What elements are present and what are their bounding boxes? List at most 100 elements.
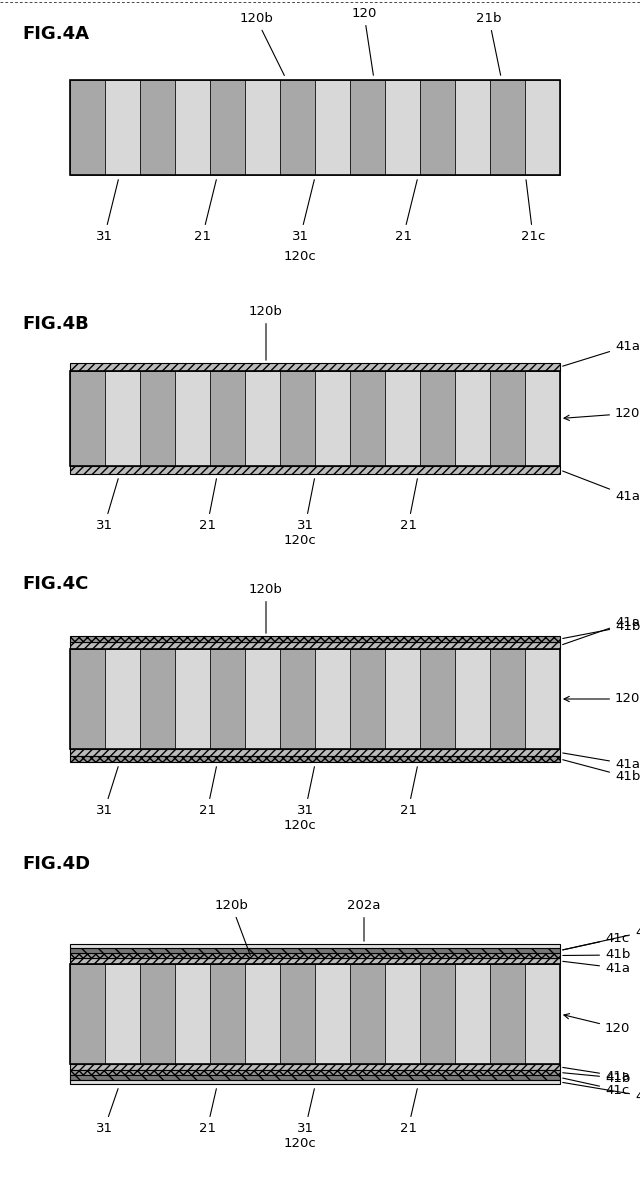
Bar — [70, 649, 560, 749]
Bar — [70, 371, 105, 466]
Bar — [175, 649, 210, 749]
Text: 120b: 120b — [215, 899, 250, 955]
Bar — [315, 371, 350, 466]
Bar — [315, 964, 350, 1064]
Bar — [70, 642, 560, 649]
Bar — [70, 964, 105, 1064]
Bar — [455, 964, 490, 1064]
Text: 21b: 21b — [476, 12, 502, 76]
Bar — [70, 749, 560, 757]
Bar — [385, 371, 420, 466]
Text: 120: 120 — [564, 1014, 630, 1035]
Bar — [140, 81, 175, 175]
Bar — [455, 371, 490, 466]
Bar — [70, 81, 560, 175]
Bar — [350, 371, 385, 466]
Text: 41a: 41a — [563, 961, 630, 974]
Text: 42: 42 — [563, 1082, 640, 1102]
Text: 41a: 41a — [563, 471, 640, 502]
Text: 21c: 21c — [521, 180, 545, 243]
Bar — [70, 363, 560, 371]
Bar — [70, 1075, 560, 1080]
Bar — [280, 964, 315, 1064]
Bar — [455, 81, 490, 175]
Bar — [70, 1080, 560, 1085]
Bar — [420, 964, 455, 1064]
Text: 120b: 120b — [239, 12, 284, 76]
Text: 31: 31 — [292, 180, 314, 243]
Bar — [105, 964, 140, 1064]
Bar — [490, 649, 525, 749]
Text: FIG.4C: FIG.4C — [22, 575, 88, 593]
Bar — [385, 81, 420, 175]
Text: 31: 31 — [297, 1089, 314, 1135]
Bar — [315, 81, 350, 175]
Text: FIG.4A: FIG.4A — [22, 25, 89, 43]
Bar — [245, 81, 280, 175]
Bar — [420, 81, 455, 175]
Bar — [385, 649, 420, 749]
Text: 120c: 120c — [284, 534, 317, 547]
Bar — [140, 649, 175, 749]
Text: 41a: 41a — [563, 616, 640, 644]
Text: 120b: 120b — [249, 305, 283, 360]
Text: 21: 21 — [399, 1089, 417, 1135]
Bar — [350, 81, 385, 175]
Text: 120c: 120c — [284, 1137, 317, 1150]
Text: 120c: 120c — [284, 250, 317, 263]
Text: 41b: 41b — [563, 1072, 630, 1085]
Text: 202a: 202a — [348, 899, 381, 941]
Text: FIG.4D: FIG.4D — [22, 855, 90, 873]
Text: 41a: 41a — [563, 340, 640, 366]
Bar — [70, 649, 105, 749]
Bar — [210, 81, 245, 175]
Bar — [70, 948, 560, 953]
Bar — [140, 371, 175, 466]
Bar — [70, 371, 560, 466]
Bar — [70, 636, 560, 642]
Text: 41b: 41b — [563, 760, 640, 784]
Bar — [350, 964, 385, 1064]
Bar — [140, 964, 175, 1064]
Text: 41c: 41c — [563, 932, 629, 950]
Bar — [70, 466, 560, 474]
Text: 120b: 120b — [249, 583, 283, 633]
Text: 41: 41 — [563, 926, 640, 950]
Bar — [525, 81, 560, 175]
Bar — [350, 649, 385, 749]
Text: 41b: 41b — [563, 619, 640, 638]
Text: 41b: 41b — [563, 948, 630, 961]
Text: 41a: 41a — [563, 1068, 630, 1082]
Text: 21: 21 — [198, 478, 216, 532]
Bar — [70, 1070, 560, 1075]
Bar — [70, 958, 560, 964]
Bar — [245, 649, 280, 749]
Bar — [175, 964, 210, 1064]
Text: 120: 120 — [564, 407, 640, 420]
Text: 21: 21 — [198, 767, 216, 817]
Bar — [105, 649, 140, 749]
Text: 31: 31 — [96, 180, 118, 243]
Bar — [70, 944, 560, 948]
Bar — [70, 964, 560, 1064]
Bar — [280, 371, 315, 466]
Bar — [175, 371, 210, 466]
Bar — [70, 953, 560, 958]
Bar — [175, 81, 210, 175]
Bar — [70, 81, 105, 175]
Text: 21: 21 — [194, 180, 216, 243]
Bar — [280, 81, 315, 175]
Text: 21: 21 — [399, 767, 417, 817]
Bar — [490, 81, 525, 175]
Text: 31: 31 — [297, 478, 314, 532]
Text: 120: 120 — [564, 693, 640, 706]
Bar — [245, 964, 280, 1064]
Text: 21: 21 — [399, 478, 417, 532]
Text: FIG.4B: FIG.4B — [22, 315, 89, 333]
Text: 120: 120 — [351, 7, 377, 76]
Text: 21: 21 — [198, 1089, 216, 1135]
Bar — [525, 964, 560, 1064]
Text: 41c: 41c — [563, 1079, 629, 1096]
Bar — [105, 371, 140, 466]
Text: 21: 21 — [395, 180, 417, 243]
